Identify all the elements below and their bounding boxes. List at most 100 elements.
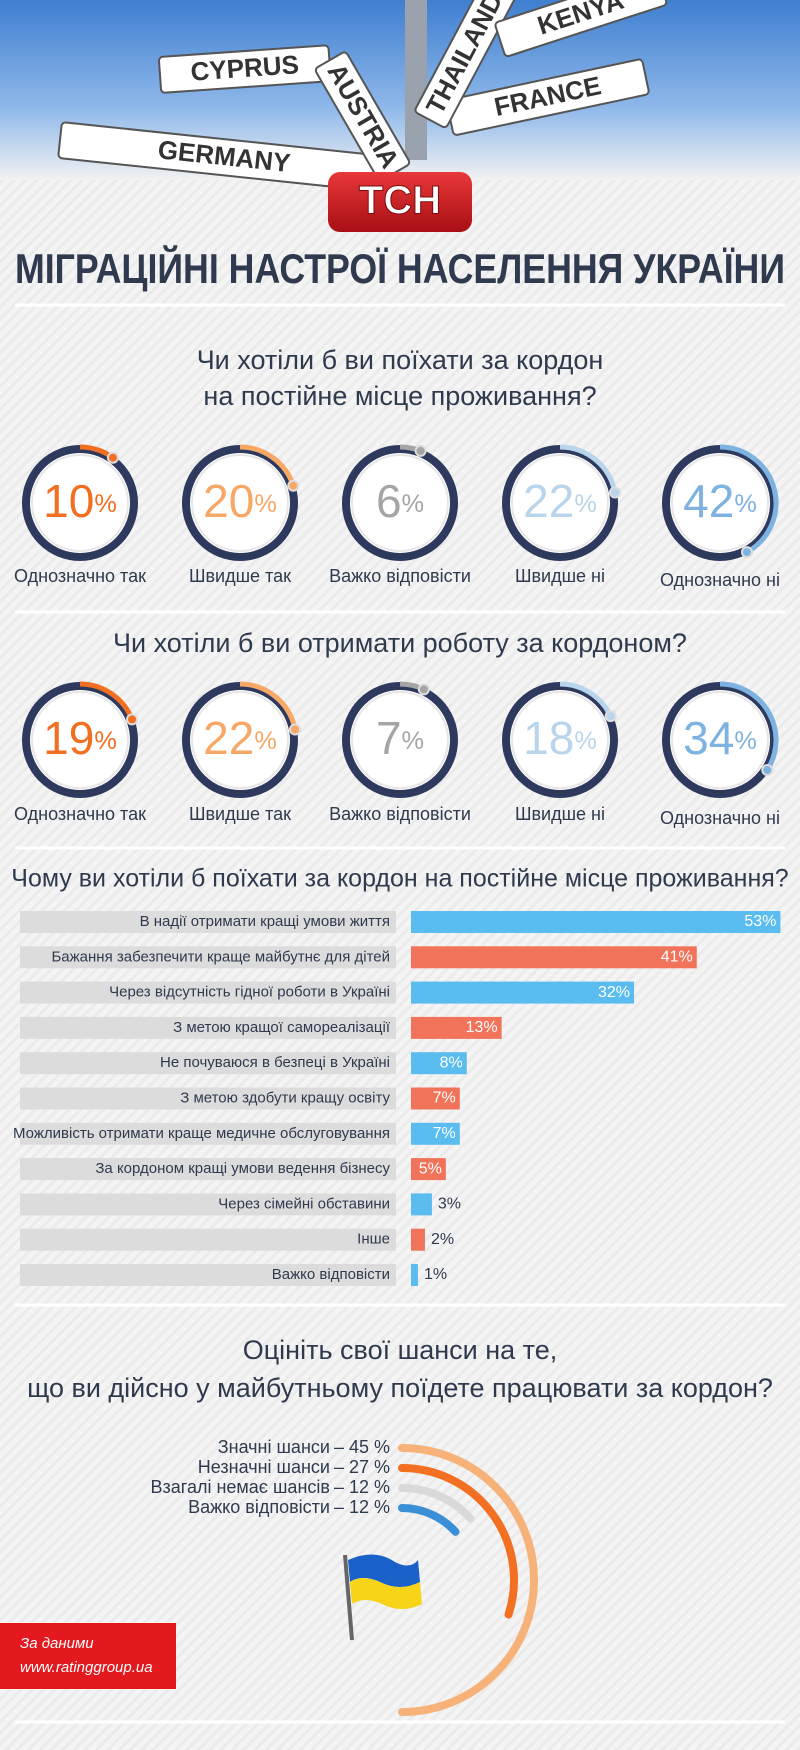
value-label: 42% (683, 475, 757, 527)
category-label: Однозначно ні (660, 808, 780, 828)
bar (411, 1087, 460, 1110)
category-label: Важко відповісти – 12 % (188, 1497, 390, 1517)
label-band (20, 1228, 396, 1251)
category-label: Незначні шанси – 27 % (198, 1457, 390, 1477)
bar (411, 946, 697, 969)
value-label: 13% (466, 1019, 498, 1036)
source-url: www.ratinggroup.ua (20, 1659, 153, 1676)
radial-bar (398, 1504, 460, 1536)
category-label: Інше (357, 1231, 390, 1248)
ring-dot (289, 723, 302, 736)
ring-inner (191, 454, 289, 552)
category-label: Значні шанси – 45 % (218, 1437, 390, 1457)
bar (411, 1052, 467, 1075)
sign-board (494, 0, 668, 58)
source-label: За даними (20, 1635, 94, 1652)
ring-inner (31, 691, 129, 789)
sign-board (414, 0, 516, 129)
label-band (20, 1016, 396, 1039)
ring-arc (719, 681, 779, 772)
chart-title: Оцініть свої шанси на те, (243, 1335, 558, 1365)
bar (411, 1193, 432, 1216)
value-label: – 12 % (334, 1477, 390, 1497)
chart-title: Чому ви хотіли б поїхати за кордон на по… (11, 865, 788, 893)
category-label: Взагалі немає шансів – 12 % (151, 1477, 390, 1497)
bar (411, 1158, 446, 1181)
value-label: 41% (661, 949, 693, 966)
ring-dot (417, 683, 430, 696)
value-label: 1% (424, 1266, 447, 1283)
ring-arc (79, 681, 135, 721)
category-label: Однозначно ні (660, 570, 780, 590)
ring-arc (719, 444, 779, 555)
value-label: 7% (433, 1090, 456, 1107)
ring-dot (740, 546, 753, 559)
ring-dot (761, 764, 774, 777)
category-label: Через відсутність гідної роботи в Україн… (109, 984, 390, 1001)
category-label: Швидше ні (515, 804, 605, 824)
value-label: 10% (43, 475, 117, 527)
ring-dot (126, 713, 139, 726)
value-label: – 12 % (334, 1497, 390, 1517)
value-label: – 45 % (334, 1437, 390, 1457)
ring-dot (414, 444, 427, 457)
category-label: Можливість отримати краще медичне обслуг… (13, 1125, 390, 1142)
flag (343, 1554, 422, 1641)
ring-inner (511, 691, 609, 789)
category-label: Швидше ні (515, 566, 605, 586)
chart-title: що ви дійсно у майбутньому поїдете працю… (27, 1373, 773, 1403)
value-label: 7% (376, 712, 424, 764)
ring-dot (287, 479, 300, 492)
value-label: 6% (376, 475, 424, 527)
category-label: Важко відповісти (272, 1266, 390, 1283)
ring-inner (671, 691, 769, 789)
category-label: В надії отримати кращі умови життя (140, 913, 390, 930)
label-band (20, 1052, 396, 1075)
category-name: Незначні шанси (198, 1457, 330, 1477)
ring-arc (559, 681, 613, 718)
value-label: 8% (440, 1054, 463, 1071)
main-title: МІГРАЦІЙНІ НАСТРОЇ НАСЕЛЕННЯ УКРАЇНИ (15, 244, 785, 292)
ring-inner (351, 454, 449, 552)
radial-bar (398, 1444, 538, 1716)
category-name: Взагалі немає шансів (151, 1477, 330, 1497)
sign: CYPRUS (158, 44, 332, 94)
radial-bar (398, 1484, 475, 1523)
value-label: 19% (43, 712, 117, 764)
ring-arc (239, 681, 298, 731)
ring-dot (609, 486, 622, 499)
ring-inner (671, 454, 769, 552)
bar (411, 911, 781, 933)
label-band (20, 911, 396, 933)
category-label: Однозначно так (14, 566, 146, 586)
category-name: Значні шанси (218, 1437, 330, 1457)
category-label: З метою здобути кращу освіту (180, 1089, 390, 1106)
value-label: 32% (598, 984, 630, 1001)
value-label: 3% (438, 1196, 461, 1213)
category-label: Швидше так (189, 804, 291, 824)
chart-title: Чи хотіли б ви поїхати за кордон (197, 345, 604, 375)
ring-inner (31, 454, 129, 552)
ring-inner (351, 691, 449, 789)
label-band (20, 1158, 396, 1181)
value-label: – 27 % (334, 1457, 390, 1477)
bar (411, 1016, 502, 1039)
logo: ТСН (359, 179, 441, 223)
category-label: З метою кращої самореалізації (173, 1019, 391, 1036)
ring-inner (511, 454, 609, 552)
label-band (20, 1087, 396, 1110)
label-band (20, 981, 396, 1004)
value-label: 7% (433, 1125, 456, 1142)
ring-inner (191, 691, 289, 789)
ring-dot (604, 710, 617, 723)
radial-bar (398, 1464, 518, 1619)
value-label: 2% (431, 1231, 454, 1248)
value-label: 34% (683, 712, 757, 764)
category-label: Бажання забезпечити краще майбутнє для д… (51, 948, 390, 965)
sign-pole (405, 0, 427, 160)
value-label: 22% (523, 475, 597, 527)
